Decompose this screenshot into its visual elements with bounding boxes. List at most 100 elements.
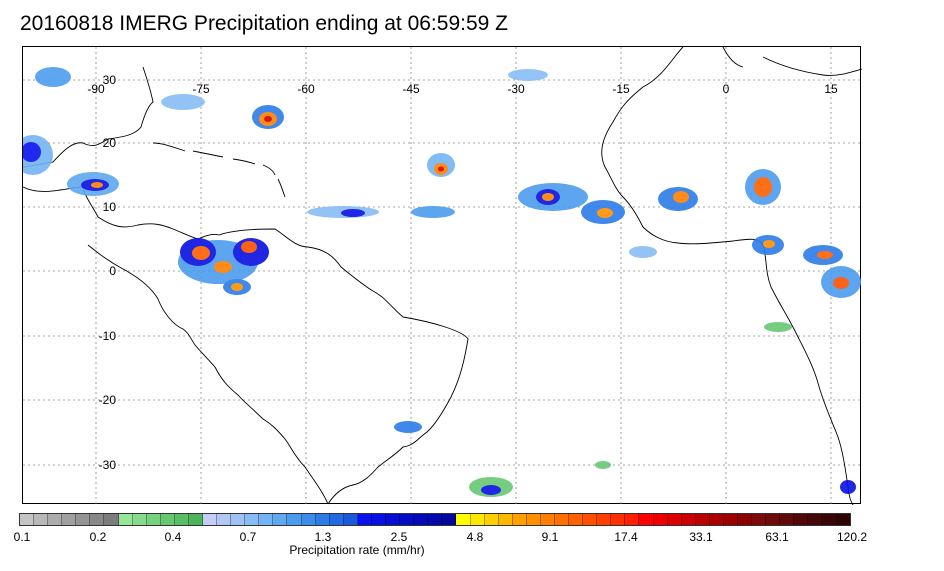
- colorbar-cell: [343, 514, 358, 525]
- lat-lon-grid: [23, 47, 862, 505]
- colorbar-tick-label: 9.1: [541, 530, 559, 544]
- colorbar-cell: [20, 514, 35, 525]
- longitude-label: 0: [723, 82, 730, 96]
- colorbar-cell: [217, 514, 232, 525]
- colorbar-tick-label: 0.2: [89, 530, 107, 544]
- colorbar-tick-label: 4.8: [466, 530, 484, 544]
- colorbar-tick-label: 2.5: [390, 530, 408, 544]
- colorbar-cell: [766, 514, 781, 525]
- colorbar-cell: [357, 514, 372, 525]
- colorbar-cell: [231, 514, 246, 525]
- colorbar-title: Precipitation rate (mm/hr): [289, 543, 425, 557]
- latitude-label: -20: [99, 393, 117, 407]
- colorbar-cell: [245, 514, 260, 525]
- latitude-label: -30: [99, 458, 117, 472]
- latitude-label: 0: [109, 264, 116, 278]
- colorbar-cell: [526, 514, 541, 525]
- map-title: 20160818 IMERG Precipitation ending at 0…: [20, 12, 508, 35]
- colorbar-cell: [428, 514, 443, 525]
- colorbar-cell: [371, 514, 387, 525]
- colorbar-cell: [315, 514, 330, 525]
- caribbean-islands: [152, 142, 286, 198]
- colorbar-cell: [484, 514, 499, 525]
- colorbar-cell: [34, 514, 49, 525]
- colorbar-cell: [597, 514, 612, 525]
- colorbar-cell: [822, 514, 837, 525]
- precipitation-areas: [23, 67, 861, 497]
- colorbar-cell: [90, 514, 105, 525]
- colorbar-cell: [273, 514, 288, 525]
- colorbar-tick-label: 63.1: [765, 530, 789, 544]
- colorbar-cell: [611, 514, 626, 525]
- colorbar-cell: [188, 514, 204, 525]
- latitude-label: 10: [103, 200, 117, 214]
- latitude-label: 20: [103, 136, 117, 150]
- colorbar-cell: [653, 514, 668, 525]
- colorbar-tick-labels: 0.1 0.2 0.4 0.7 1.3 2.5 4.8 9.1 17.4 33.1 63.1 120.…: [0, 530, 944, 544]
- longitude-label: -15: [612, 82, 630, 96]
- colorbar-cell: [512, 514, 527, 525]
- longitude-label: 15: [824, 82, 838, 96]
- colorbar-cell: [386, 514, 401, 525]
- colorbar-cell: [456, 514, 471, 525]
- longitude-label: -90: [87, 82, 105, 96]
- colorbar-cell: [442, 514, 457, 525]
- colorbar-cell: [259, 514, 274, 525]
- colorbar-cell: [146, 514, 161, 525]
- colorbar-cell: [752, 514, 767, 525]
- colorbar-cell: [104, 514, 119, 525]
- colorbar-cell: [569, 514, 584, 525]
- colorbar-cell: [836, 514, 850, 525]
- colorbar-tick-label: 33.1: [689, 530, 713, 544]
- colorbar-cell: [301, 514, 316, 525]
- colorbar-cell: [554, 514, 570, 525]
- colorbar-tick-label: 120.2: [836, 530, 868, 544]
- map-canvas: -90 -75 -60 -45 -30 -15 0 15 30 20 10 0 -10 -20 -30: [23, 47, 862, 505]
- colorbar-cell: [723, 514, 738, 525]
- colorbar-cell: [132, 514, 147, 525]
- coastlines: [23, 47, 862, 505]
- colorbar-cell: [540, 514, 555, 525]
- colorbar-cell: [414, 514, 429, 525]
- colorbar-cell: [639, 514, 654, 525]
- latitude-label: 30: [103, 73, 117, 87]
- colorbar-tick-label: 0.4: [164, 530, 182, 544]
- colorbar-cell: [118, 514, 133, 525]
- colorbar-cell: [794, 514, 809, 525]
- longitude-label: -75: [192, 82, 210, 96]
- colorbar-tick-label: 17.4: [614, 530, 638, 544]
- colorbar-cell: [76, 514, 91, 525]
- europe-coastline: [722, 47, 862, 76]
- colorbar-tick-label: 0.1: [13, 530, 31, 544]
- precipitation-map: -90 -75 -60 -45 -30 -15 0 15 30 20 10 0 -10 -20 -30: [22, 46, 862, 505]
- latitude-label: -10: [99, 329, 117, 343]
- colorbar-cell: [400, 514, 415, 525]
- colorbar-cell: [287, 514, 302, 525]
- colorbar-cell: [174, 514, 189, 525]
- colorbar-tick-label: 1.3: [314, 530, 332, 544]
- colorbar-cell: [681, 514, 696, 525]
- longitude-label: -60: [297, 82, 315, 96]
- precipitation-colorbar: [19, 513, 851, 526]
- longitude-label: -30: [507, 82, 525, 96]
- longitude-label: -45: [402, 82, 420, 96]
- colorbar-cell: [695, 514, 710, 525]
- africa-coastline: [601, 47, 854, 505]
- colorbar-cell: [470, 514, 485, 525]
- colorbar-cell: [160, 514, 175, 525]
- colorbar-cell: [780, 514, 795, 525]
- colorbar-cell: [625, 514, 640, 525]
- colorbar-cell: [709, 514, 724, 525]
- axis-labels: -90 -75 -60 -45 -30 -15 0 15 30 20 10 0 -10 -20 -30: [87, 73, 838, 472]
- colorbar-cell: [667, 514, 682, 525]
- colorbar-cell: [329, 514, 344, 525]
- colorbar-cell: [498, 514, 513, 525]
- americas-coastline: [23, 66, 469, 505]
- colorbar-cell: [203, 514, 218, 525]
- colorbar-tick-label: 0.7: [239, 530, 257, 544]
- colorbar-cell: [48, 514, 63, 525]
- colorbar-cell: [808, 514, 823, 525]
- colorbar-cell: [737, 514, 753, 525]
- colorbar-cell: [62, 514, 77, 525]
- colorbar-cell: [583, 514, 598, 525]
